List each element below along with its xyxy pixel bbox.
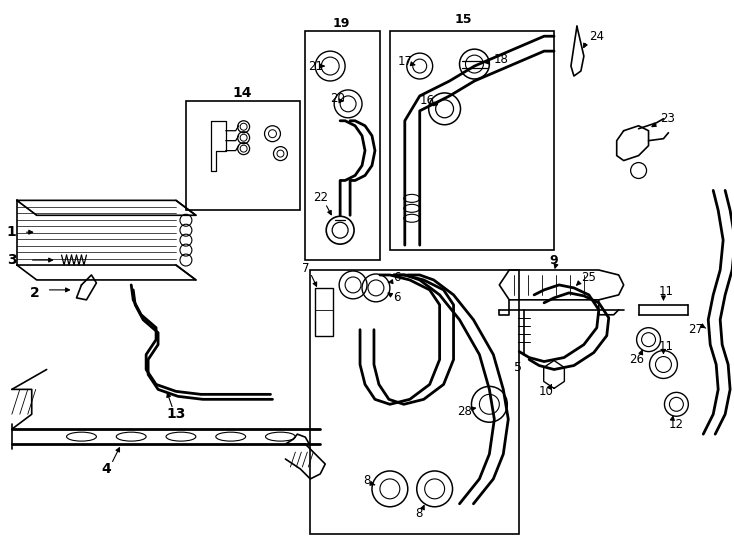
- Bar: [305, 31, 380, 260]
- Text: 7: 7: [302, 261, 310, 274]
- Text: 1: 1: [7, 225, 17, 239]
- Bar: [310, 270, 519, 534]
- Text: 18: 18: [493, 52, 508, 65]
- Text: 6: 6: [393, 272, 400, 285]
- Text: 19: 19: [333, 17, 349, 30]
- Text: 28: 28: [457, 405, 473, 418]
- Text: 16: 16: [420, 94, 435, 107]
- Bar: [390, 31, 554, 250]
- Text: 6: 6: [393, 292, 400, 305]
- Text: 11: 11: [658, 340, 674, 353]
- Text: 9: 9: [549, 254, 558, 267]
- Text: 27: 27: [688, 323, 703, 336]
- Text: 8: 8: [415, 507, 422, 520]
- Text: 10: 10: [539, 385, 554, 398]
- Text: 12: 12: [669, 418, 683, 431]
- Text: 11: 11: [658, 285, 674, 299]
- Text: 4: 4: [101, 462, 111, 476]
- Text: 17: 17: [398, 55, 413, 68]
- Text: 22: 22: [313, 191, 328, 204]
- Text: 21: 21: [308, 59, 323, 72]
- Text: 5: 5: [515, 361, 522, 374]
- Text: 15: 15: [454, 13, 472, 26]
- Text: 24: 24: [589, 30, 604, 43]
- Text: 20: 20: [330, 92, 345, 105]
- Bar: [186, 101, 300, 210]
- Text: 23: 23: [661, 112, 675, 125]
- Text: 25: 25: [581, 272, 596, 285]
- Text: 8: 8: [363, 475, 371, 488]
- Text: 26: 26: [628, 353, 644, 366]
- Text: 2: 2: [30, 286, 40, 300]
- Text: 14: 14: [233, 86, 252, 100]
- Text: 3: 3: [7, 253, 16, 267]
- Text: 13: 13: [166, 407, 186, 421]
- Bar: [316, 288, 333, 336]
